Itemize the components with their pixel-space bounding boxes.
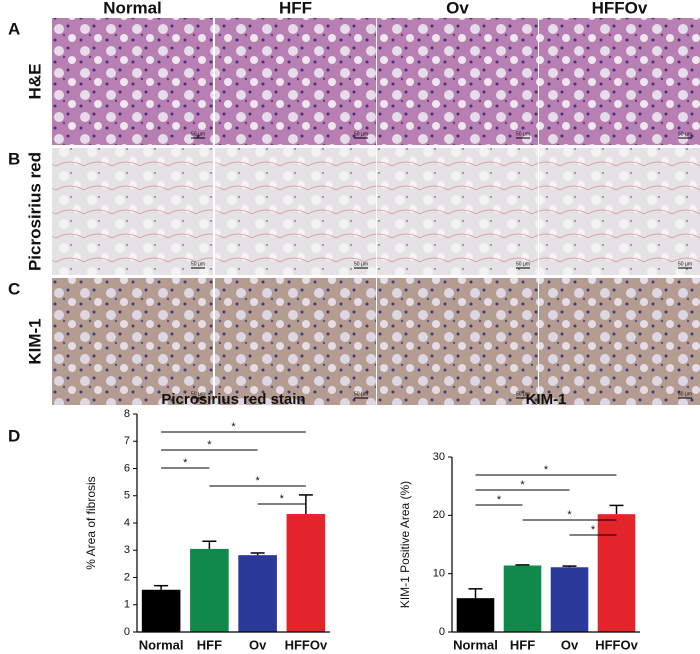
x-tick-label: Ov bbox=[561, 637, 579, 652]
y-tick-label: 4 bbox=[124, 517, 130, 529]
scale-bar-label: 50 µm bbox=[516, 261, 530, 267]
significance-label: * bbox=[207, 439, 212, 451]
significance-label: * bbox=[591, 524, 596, 536]
y-tick-label: 7 bbox=[124, 435, 130, 447]
row-label: Picrosirius red bbox=[25, 152, 44, 271]
bar bbox=[550, 567, 589, 632]
bar bbox=[190, 548, 229, 632]
x-tick-label: HFFOv bbox=[285, 637, 328, 652]
micrograph bbox=[539, 18, 700, 145]
y-tick-label: 5 bbox=[124, 490, 130, 502]
y-tick-label: 30 bbox=[433, 451, 445, 463]
scale-bar-label: 50 µm bbox=[354, 261, 368, 267]
scale-bar-label: 50 µm bbox=[516, 391, 530, 397]
column-header: HFF bbox=[279, 0, 312, 17]
significance-label: * bbox=[520, 479, 525, 491]
x-tick-label: Normal bbox=[139, 637, 184, 652]
row-label: H&E bbox=[25, 64, 44, 100]
x-tick-label: HFFOv bbox=[595, 637, 638, 652]
panel-label: C bbox=[8, 279, 20, 298]
micrograph bbox=[52, 18, 213, 145]
scale-bar-label: 50 µm bbox=[354, 131, 368, 137]
x-tick-label: HFF bbox=[510, 637, 535, 652]
y-tick-label: 10 bbox=[433, 568, 445, 580]
panel-label: A bbox=[8, 19, 20, 38]
y-tick-label: 6 bbox=[124, 462, 130, 474]
significance-label: * bbox=[544, 464, 549, 476]
chart-title: Picrosirius red stain bbox=[161, 391, 305, 408]
scale-bar-label: 50 µm bbox=[354, 391, 368, 397]
scale-bar-label: 50 µm bbox=[678, 131, 692, 137]
y-tick-label: 20 bbox=[433, 509, 445, 521]
scale-bar-label: 50 µm bbox=[191, 131, 205, 137]
panel-label: B bbox=[8, 149, 20, 168]
micrograph bbox=[539, 148, 700, 275]
micrograph bbox=[377, 148, 538, 275]
scale-bar-label: 50 µm bbox=[678, 391, 692, 397]
y-tick-label: 1 bbox=[124, 599, 130, 611]
bar bbox=[597, 514, 636, 632]
micrograph bbox=[215, 278, 376, 405]
x-tick-label: HFF bbox=[197, 637, 222, 652]
y-tick-label: 2 bbox=[124, 571, 130, 583]
bar bbox=[503, 565, 542, 632]
micrograph bbox=[377, 18, 538, 145]
y-tick-label: 8 bbox=[124, 408, 130, 420]
significance-label: * bbox=[497, 494, 502, 506]
column-header: Ov bbox=[446, 0, 469, 17]
chart-title: KIM-1 bbox=[526, 391, 567, 408]
scale-bar-label: 50 µm bbox=[678, 261, 692, 267]
scale-bar-label: 50 µm bbox=[191, 261, 205, 267]
scale-bar-label: 50 µm bbox=[191, 391, 205, 397]
y-tick-label: 3 bbox=[124, 544, 130, 556]
panel-label: D bbox=[8, 426, 20, 445]
significance-label: * bbox=[231, 421, 236, 433]
y-axis-label: % Area of fibrosis bbox=[84, 476, 98, 569]
y-tick-label: 0 bbox=[439, 626, 445, 638]
micrograph bbox=[52, 278, 213, 405]
micrograph bbox=[377, 278, 538, 405]
scale-bar-label: 50 µm bbox=[516, 131, 530, 137]
significance-label: * bbox=[255, 475, 260, 487]
column-header: HFFOv bbox=[592, 0, 648, 17]
micrograph bbox=[539, 278, 700, 405]
significance-label: * bbox=[280, 493, 285, 505]
x-tick-label: Normal bbox=[453, 637, 498, 652]
y-tick-label: 0 bbox=[124, 626, 130, 638]
micrograph bbox=[215, 148, 376, 275]
x-tick-label: Ov bbox=[249, 637, 267, 652]
bar bbox=[141, 589, 181, 632]
column-header: Normal bbox=[103, 0, 162, 17]
bar bbox=[456, 598, 495, 632]
bar bbox=[238, 555, 277, 632]
bar bbox=[286, 514, 326, 632]
significance-label: * bbox=[183, 457, 188, 469]
row-label: KIM-1 bbox=[25, 318, 44, 364]
micrograph bbox=[215, 18, 376, 145]
y-axis-label: KIM-1 Positive Area (%) bbox=[398, 481, 412, 608]
significance-label: * bbox=[567, 509, 572, 521]
micrograph bbox=[52, 148, 213, 275]
